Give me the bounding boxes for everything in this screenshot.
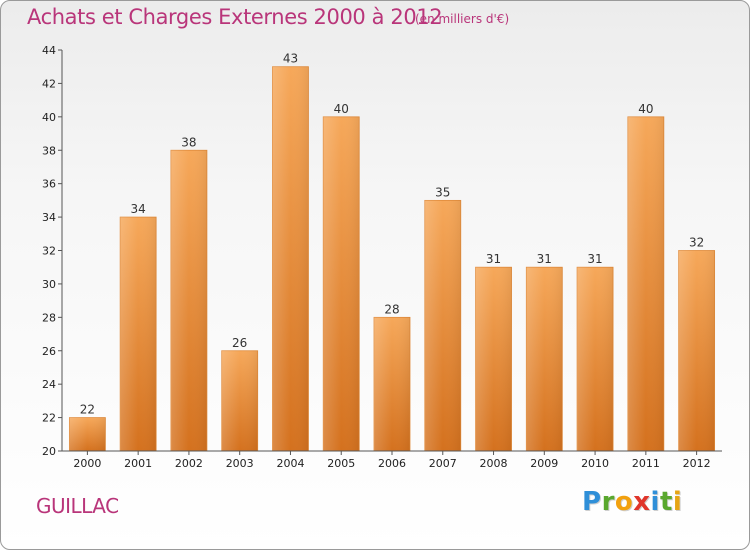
bar-shade-2011 [627,116,664,451]
data-label-2006: 28 [384,302,399,316]
x-tick-label-2007: 2007 [429,457,457,470]
x-tick-label-2000: 2000 [73,457,101,470]
x-tick-label-2011: 2011 [632,457,660,470]
bar-shade-2010 [577,267,614,451]
proxiti-logo: Proxiti [582,487,682,517]
y-tick-label: 34 [42,211,56,224]
data-label-2007: 35 [435,185,450,199]
y-tick-label: 44 [42,44,56,57]
bar-shade-2008 [475,267,512,451]
y-tick-label: 42 [42,77,56,90]
x-tick-label-2008: 2008 [480,457,508,470]
y-tick-label: 30 [42,278,56,291]
bar-shade-2009 [526,267,563,451]
logo-letter: o [614,487,634,517]
x-tick-label-2006: 2006 [378,457,406,470]
y-tick-label: 26 [42,345,56,358]
bar-shade-2012 [678,250,715,451]
data-label-2002: 38 [181,135,196,149]
data-label-2000: 22 [80,403,95,417]
y-tick-label: 22 [42,412,56,425]
y-tick-label: 32 [42,245,56,258]
data-label-2012: 32 [689,236,704,250]
bar-shade-2000 [69,417,106,451]
x-tick-label-2012: 2012 [683,457,711,470]
x-tick-label-2002: 2002 [175,457,203,470]
y-tick-label: 24 [42,378,56,391]
data-label-2011: 40 [638,102,653,116]
logo-letter: i [650,487,660,517]
logo-letter: r [601,487,615,517]
data-label-2009: 31 [537,252,552,266]
bar-shade-2007 [424,200,461,451]
bar-shade-2004 [272,66,309,451]
data-label-2010: 31 [587,252,602,266]
y-tick-label: 38 [42,144,56,157]
x-tick-label-2003: 2003 [226,457,254,470]
chart-title: Achats et Charges Externes 2000 à 2012 [27,5,443,29]
bar-shade-2006 [374,317,410,451]
data-label-2001: 34 [131,202,146,216]
bar-shade-2002 [170,150,207,451]
commune-name: GUILLAC [36,494,119,518]
logo-letter: P [582,487,602,517]
x-tick-label-2010: 2010 [581,457,609,470]
data-label-2004: 43 [283,52,298,66]
y-tick-label: 40 [42,111,56,124]
x-tick-label-2004: 2004 [276,457,304,470]
x-tick-label-2009: 2009 [530,457,558,470]
logo-letter: x [633,487,651,517]
x-tick-label-2005: 2005 [327,457,355,470]
bar-shade-2005 [323,116,360,451]
y-tick-label: 36 [42,178,56,191]
data-label-2003: 26 [232,336,247,350]
logo-letter: t [659,487,673,517]
y-tick-label: 28 [42,311,56,324]
data-label-2008: 31 [486,252,501,266]
logo-letter: i [672,487,683,517]
data-label-2005: 40 [334,102,349,116]
chart-subtitle: (en milliers d'€) [415,12,510,26]
x-tick-label-2001: 2001 [124,457,152,470]
bar-shade-2003 [221,350,258,451]
y-tick-label: 20 [42,445,56,458]
bar-shade-2001 [120,217,157,451]
